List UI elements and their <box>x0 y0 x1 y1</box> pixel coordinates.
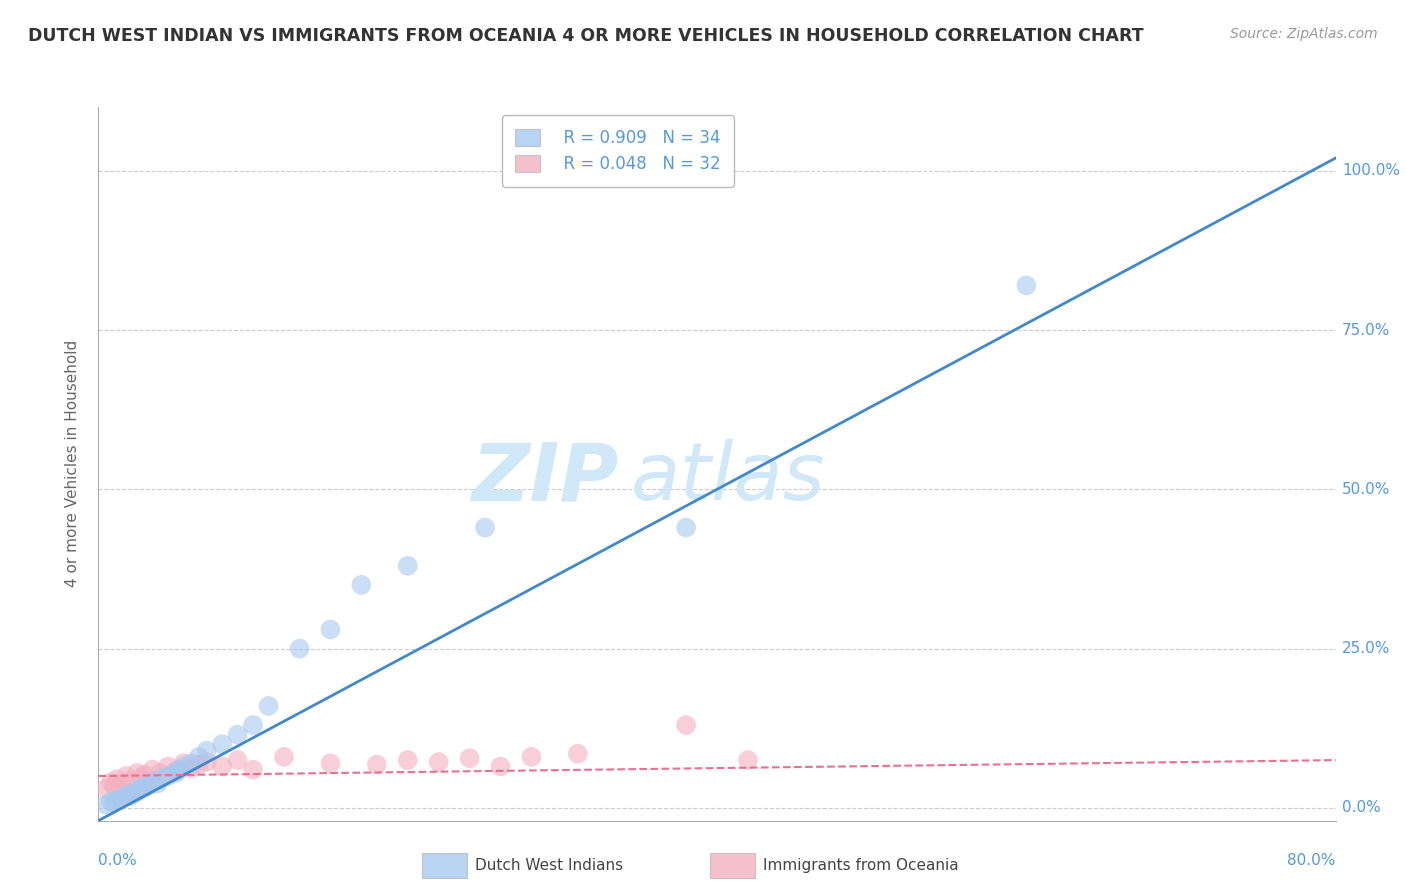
Point <box>366 757 388 772</box>
Text: 0.0%: 0.0% <box>98 853 138 868</box>
Point <box>157 769 180 783</box>
Point <box>257 698 280 713</box>
Point <box>226 753 249 767</box>
Point <box>675 520 697 534</box>
Point <box>127 783 149 797</box>
Point <box>180 761 202 775</box>
Point <box>172 759 194 773</box>
Point <box>134 768 156 782</box>
Text: 25.0%: 25.0% <box>1341 641 1391 657</box>
Point <box>195 743 218 757</box>
Point <box>115 788 138 802</box>
Y-axis label: 4 or more Vehicles in Household: 4 or more Vehicles in Household <box>65 340 80 588</box>
Legend:   R = 0.909   N = 34,   R = 0.048   N = 32: R = 0.909 N = 34, R = 0.048 N = 32 <box>502 115 734 186</box>
Point <box>118 774 141 789</box>
Point <box>489 759 512 773</box>
Text: 50.0%: 50.0% <box>1341 482 1391 497</box>
Point <box>567 747 589 761</box>
Point <box>288 641 311 656</box>
Point <box>350 578 373 592</box>
Point <box>141 775 165 789</box>
Point <box>121 787 143 801</box>
Text: ZIP: ZIP <box>471 439 619 517</box>
Point <box>115 769 138 783</box>
Point <box>675 718 697 732</box>
Point <box>273 750 295 764</box>
Point <box>242 763 264 777</box>
Text: 75.0%: 75.0% <box>1341 323 1391 337</box>
Point <box>211 759 233 773</box>
Point <box>195 755 218 769</box>
Point <box>396 558 419 573</box>
Point <box>319 623 342 637</box>
Text: Immigrants from Oceania: Immigrants from Oceania <box>763 858 959 872</box>
Point <box>111 777 132 791</box>
Point <box>427 755 450 769</box>
Point <box>96 797 118 812</box>
Point <box>319 756 342 771</box>
Point <box>172 756 194 771</box>
Point <box>146 777 169 791</box>
Text: DUTCH WEST INDIAN VS IMMIGRANTS FROM OCEANIA 4 OR MORE VEHICLES IN HOUSEHOLD COR: DUTCH WEST INDIAN VS IMMIGRANTS FROM OCE… <box>28 27 1143 45</box>
Point <box>157 759 180 773</box>
Point <box>103 796 125 810</box>
Point <box>136 779 159 793</box>
Point <box>100 775 122 789</box>
Point <box>474 520 496 534</box>
Point <box>242 718 264 732</box>
Point <box>167 763 190 777</box>
Point <box>127 785 149 799</box>
Point <box>105 793 128 807</box>
Text: 0.0%: 0.0% <box>1341 800 1381 815</box>
Point <box>226 728 249 742</box>
Point <box>188 757 211 772</box>
Point <box>131 770 153 784</box>
Point <box>100 795 122 809</box>
Point <box>165 765 187 780</box>
Point <box>1015 278 1038 293</box>
Text: 80.0%: 80.0% <box>1288 853 1336 868</box>
Point <box>131 781 153 796</box>
Point <box>737 753 759 767</box>
Point <box>520 750 543 764</box>
Text: Dutch West Indians: Dutch West Indians <box>475 858 623 872</box>
Point <box>127 765 149 780</box>
Point <box>458 751 481 765</box>
Point <box>165 764 187 778</box>
Point <box>134 780 156 795</box>
Point <box>180 756 202 771</box>
Point <box>149 765 172 780</box>
Point <box>118 789 141 804</box>
Text: atlas: atlas <box>630 439 825 517</box>
Point <box>211 737 233 751</box>
Text: Source: ZipAtlas.com: Source: ZipAtlas.com <box>1230 27 1378 41</box>
Point <box>188 750 211 764</box>
Point <box>396 753 419 767</box>
Point <box>105 772 128 787</box>
Text: 100.0%: 100.0% <box>1341 163 1400 178</box>
Point <box>141 763 165 777</box>
Point <box>96 781 118 796</box>
Point <box>149 772 172 787</box>
Point <box>103 779 125 793</box>
Point <box>111 791 132 805</box>
